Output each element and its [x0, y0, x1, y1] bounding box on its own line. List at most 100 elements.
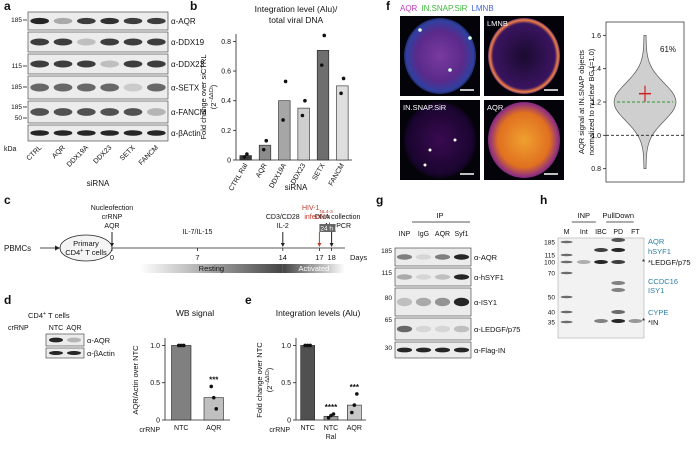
band: [560, 295, 573, 299]
arrowhead: [55, 245, 60, 251]
y-tick-label: 0.4: [221, 98, 231, 105]
significance: ***: [350, 383, 360, 392]
significance: ***: [209, 375, 219, 384]
band: [396, 274, 413, 280]
label: 30: [385, 345, 393, 352]
band: [415, 254, 432, 260]
label: α-Flag-IN: [474, 346, 505, 355]
bar: [258, 144, 272, 161]
band: [30, 60, 49, 68]
panel-label: b: [190, 0, 197, 13]
nucleus: [488, 102, 560, 178]
cytokine-label: IL-7/IL-15: [182, 229, 212, 236]
band: [147, 17, 166, 25]
label: α-AQR: [87, 336, 111, 345]
blot: [27, 100, 169, 124]
bar: [300, 345, 315, 421]
bar: [278, 100, 291, 161]
lane-title: crRNP: [8, 325, 29, 332]
band: [123, 130, 143, 136]
arrowhead: [317, 243, 322, 247]
x-tick-label: NTC: [300, 425, 314, 432]
band: [49, 337, 63, 343]
spot: [468, 36, 472, 40]
day-label: 14: [279, 253, 287, 262]
band: [396, 297, 413, 307]
label-part: +: [43, 311, 46, 317]
data-point: [209, 384, 214, 389]
label: DDX23: [92, 144, 113, 165]
band: [453, 297, 470, 307]
label: α-ISY1: [474, 298, 497, 307]
label-part: (2: [209, 103, 218, 110]
label: α-AQR: [474, 253, 498, 262]
arrowhead: [280, 243, 285, 247]
nucleus: [404, 18, 476, 94]
window-box: [319, 224, 336, 232]
x-tick-label: NTC: [324, 425, 338, 432]
band: [53, 60, 73, 68]
infection-label: HIV-1NL4-3: [302, 205, 333, 215]
band: [560, 271, 573, 275]
group-label: INP: [578, 211, 591, 220]
label: α-βActin: [171, 129, 201, 138]
band: [434, 297, 451, 307]
label-part: ): [265, 367, 274, 370]
label: siRNA: [87, 179, 110, 188]
band: [123, 60, 143, 68]
panel-label: c: [4, 193, 11, 207]
x-tick-note: Ral: [326, 434, 337, 441]
label: α-AQR: [171, 17, 196, 26]
band: [434, 325, 451, 333]
label: kDa: [4, 146, 17, 153]
label: AQR: [51, 144, 67, 160]
label: 100: [544, 260, 555, 267]
band: [396, 325, 413, 333]
label: α-FANCM: [171, 108, 207, 117]
label: α-DDX19: [171, 38, 205, 47]
band: [560, 253, 573, 257]
data-point: [355, 392, 359, 396]
event-label: Alu PCR: [324, 223, 351, 230]
image-label: IN.SNAP.SiR: [403, 103, 447, 112]
band: [67, 351, 81, 355]
y-label: AQR signal at IN.SNAP objects: [577, 50, 586, 154]
blot: [27, 31, 169, 53]
y-tick-label: 0.5: [281, 380, 291, 387]
blot: [27, 11, 169, 31]
label-part: ): [209, 84, 218, 87]
panel-label: g: [376, 193, 383, 207]
data-point: [326, 415, 331, 420]
x-tick-label: AQR: [206, 425, 221, 432]
lane-label: NTC: [49, 325, 63, 332]
x-tick-label: FANCM: [328, 162, 346, 187]
band: [415, 274, 432, 280]
data-point: [283, 79, 288, 84]
panel-label: a: [4, 0, 11, 13]
data-point: [341, 76, 346, 81]
band: [123, 38, 143, 46]
band: [147, 108, 166, 116]
label-part: −ΔΔCt: [265, 370, 271, 386]
label: 185: [381, 248, 392, 255]
protein-label: CCDC16: [648, 277, 678, 286]
event-label: IL-2: [277, 223, 289, 230]
x-tick-label: AQR: [255, 163, 269, 180]
bar: [347, 404, 362, 421]
band: [415, 297, 432, 307]
label-part: +: [80, 248, 83, 254]
y-tick-label: 0.8: [591, 166, 601, 173]
band-marker: *: [642, 317, 645, 326]
label-part: CD4: [65, 248, 80, 257]
data-point: [176, 343, 181, 348]
data-point: [352, 403, 357, 407]
band: [77, 60, 96, 68]
bar: [316, 50, 330, 161]
annotation: 61%: [660, 45, 676, 54]
day-label: 7: [195, 253, 199, 262]
band: [53, 108, 73, 116]
protein-label: ISY1: [648, 286, 664, 295]
panel-label: d: [4, 293, 11, 307]
label-part: HIV-1: [302, 205, 320, 212]
